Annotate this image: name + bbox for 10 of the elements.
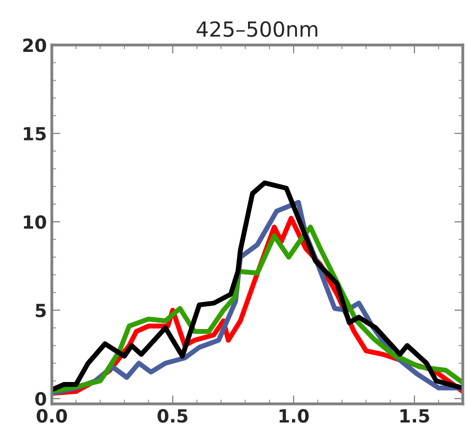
x-tick-label: 0.0 bbox=[36, 409, 67, 423]
chart-title: 425–500nm bbox=[196, 21, 318, 37]
x-tick-label: 1.5 bbox=[400, 409, 430, 423]
y-tick-label: 20 bbox=[23, 38, 46, 52]
y-tick-label: 0 bbox=[35, 392, 46, 406]
x-tick-label: 1.0 bbox=[280, 409, 309, 423]
x-tick-label: 0.5 bbox=[158, 409, 188, 423]
y-tick-label: 10 bbox=[24, 215, 46, 229]
y-tick-label: 5 bbox=[36, 304, 46, 318]
y-tick-label: 15 bbox=[24, 127, 46, 141]
